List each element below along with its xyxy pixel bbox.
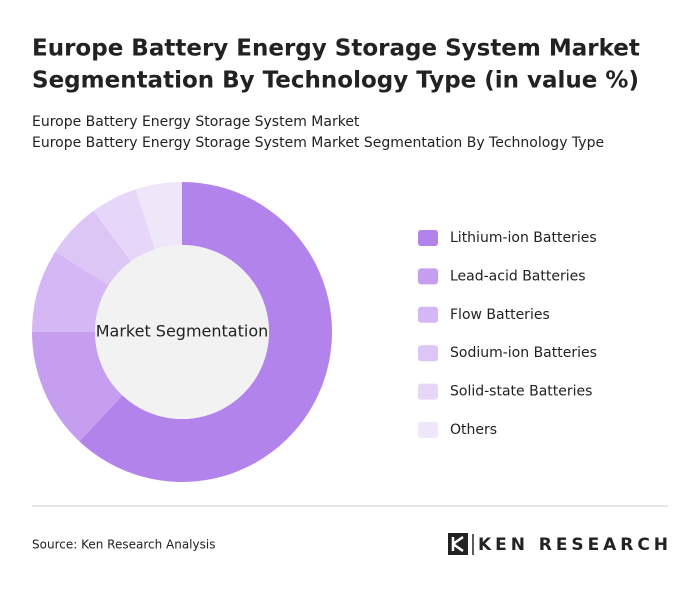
- legend-swatch: [418, 383, 438, 400]
- legend-label: Lithium-ion Batteries: [450, 230, 597, 246]
- legend-label: Others: [450, 422, 497, 438]
- legend-swatch: [418, 345, 438, 362]
- logo-icon: [448, 533, 468, 555]
- slice: [31, 332, 123, 442]
- legend-label: Solid-state Batteries: [450, 384, 592, 400]
- slice: [93, 189, 156, 262]
- legend-swatch: [418, 230, 438, 246]
- chart-subtitle: Europe Battery Energy Storage System Mar…: [32, 114, 360, 130]
- legend-label: Lead-acid Batteries: [450, 268, 586, 284]
- slice: [79, 182, 332, 482]
- legend-label: Sodium-ion Batteries: [450, 345, 597, 361]
- chart-subtitle: Europe Battery Energy Storage System Mar…: [32, 135, 604, 151]
- logo-text: KEN RESEARCH: [478, 535, 668, 555]
- slice: [135, 182, 182, 250]
- legend-swatch: [418, 306, 438, 323]
- slice: [55, 210, 131, 286]
- chart-title: Segmentation By Technology Type (in valu…: [32, 68, 639, 94]
- chart-title: Europe Battery Energy Storage System Mar…: [32, 36, 640, 62]
- source: Source: Ken Research Analysis: [32, 538, 215, 552]
- legend-swatch: [418, 422, 438, 438]
- donut-hole: [95, 245, 269, 419]
- legend-label: Flow Batteries: [450, 307, 550, 323]
- legend-swatch: [418, 268, 438, 285]
- slice: [32, 251, 109, 332]
- logo-icon-k: [451, 535, 464, 553]
- center-label: Market Segmentation: [96, 322, 269, 341]
